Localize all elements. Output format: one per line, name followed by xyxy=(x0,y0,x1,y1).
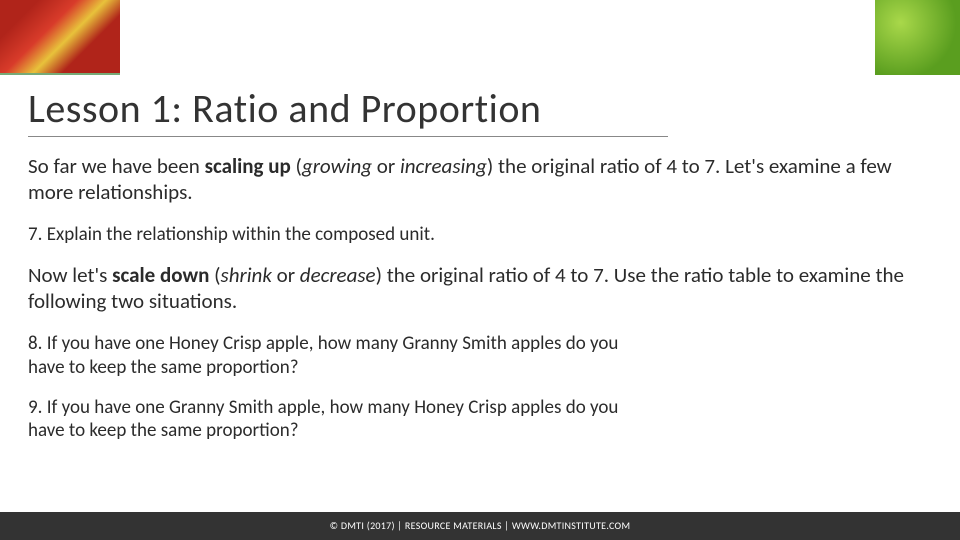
title-underline xyxy=(28,136,668,137)
slide-title: Lesson 1: Ratio and Proportion xyxy=(28,84,541,133)
sd-pre: Now let's xyxy=(28,262,112,288)
intro-mid2: or xyxy=(372,153,400,179)
question-9: 9. If you have one Granny Smith apple, h… xyxy=(28,396,628,444)
footer-bar: © DMTI (2017) | RESOURCE MATERIALS | WWW… xyxy=(0,512,960,540)
intro-mid1: ( xyxy=(291,153,302,179)
sd-mid2: or xyxy=(272,262,300,288)
scaledown-paragraph: Now let's scale down (shrink or decrease… xyxy=(28,263,932,314)
question-7: 7. Explain the relationship within the c… xyxy=(28,223,628,247)
sd-bold: scale down xyxy=(112,262,209,288)
intro-italic2: increasing xyxy=(400,153,487,179)
red-apples-image xyxy=(0,0,120,75)
sd-italic1: shrink xyxy=(221,262,272,288)
sd-mid1: ( xyxy=(209,262,220,288)
sd-italic2: decrease xyxy=(300,262,376,288)
intro-paragraph: So far we have been scaling up (growing … xyxy=(28,154,932,205)
footer-text: © DMTI (2017) | RESOURCE MATERIALS | WWW… xyxy=(0,512,960,540)
slide-body: So far we have been scaling up (growing … xyxy=(28,154,932,459)
intro-pre: So far we have been xyxy=(28,153,205,179)
intro-bold: scaling up xyxy=(205,153,291,179)
question-8: 8. If you have one Honey Crisp apple, ho… xyxy=(28,332,628,380)
slide: Lesson 1: Ratio and Proportion So far we… xyxy=(0,0,960,540)
green-apples-image xyxy=(875,0,960,75)
intro-italic1: growing xyxy=(302,153,372,179)
